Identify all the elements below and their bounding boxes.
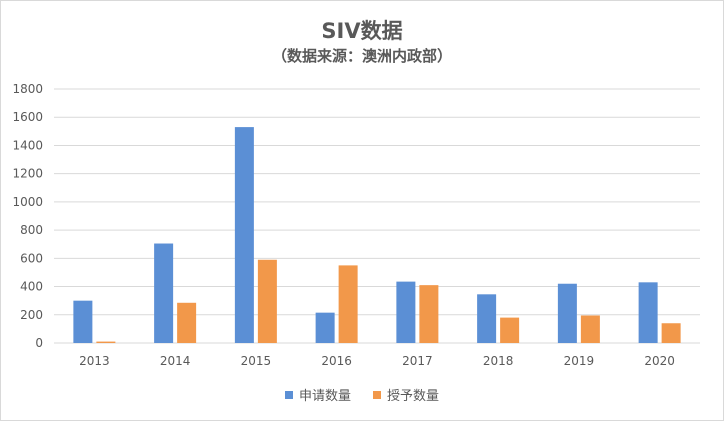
bar-series-2-2013: [96, 341, 116, 343]
x-tick-label-2013: 2013: [79, 354, 110, 368]
bar-series-1-2019: [557, 283, 577, 343]
y-tick-label-600: 600: [20, 251, 43, 265]
legend-item-series-1: 申请数量: [284, 385, 351, 404]
x-tick-label-2015: 2015: [241, 354, 272, 368]
x-tick-label-2014: 2014: [160, 354, 191, 368]
y-tick-label-800: 800: [20, 223, 43, 237]
x-tick-label-2018: 2018: [483, 354, 514, 368]
legend-label-series-2: 授予数量: [387, 389, 440, 404]
x-tick-label-2020: 2020: [644, 354, 675, 368]
chart-legend: 申请数量 授予数量: [1, 385, 723, 404]
bar-series-1-2018: [477, 294, 497, 343]
bar-series-1-2013: [73, 300, 93, 343]
bar-series-2-2015: [257, 259, 277, 343]
bar-series-1-2016: [315, 312, 335, 343]
bar-series-2-2020: [661, 323, 681, 343]
y-tick-label-1400: 1400: [12, 138, 43, 152]
bar-series-1-2020: [638, 282, 658, 343]
legend-label-series-1: 申请数量: [298, 389, 351, 404]
bar-series-2-2017: [419, 285, 439, 343]
bar-series-2-2018: [500, 317, 520, 343]
bar-series-2-2016: [338, 265, 358, 343]
y-tick-label-1800: 1800: [12, 82, 43, 96]
legend-swatch-series-1: [284, 390, 293, 399]
legend-item-series-2: 授予数量: [373, 385, 439, 404]
x-tick-label-2017: 2017: [402, 354, 433, 368]
y-tick-label-1000: 1000: [12, 195, 43, 209]
bar-series-1-2017: [396, 281, 416, 343]
bar-series-2-2014: [177, 302, 197, 343]
chart-title: SIV数据: [321, 19, 403, 43]
y-tick-label-1200: 1200: [12, 167, 43, 181]
bar-series-1-2014: [154, 243, 174, 343]
chart-subtitle: （数据来源：澳洲内政部）: [271, 47, 452, 65]
y-tick-label-200: 200: [20, 308, 43, 322]
legend-swatch-series-2: [373, 390, 381, 399]
bar-series-2-2019: [580, 315, 600, 343]
x-tick-label-2016: 2016: [321, 354, 352, 368]
y-tick-label-0: 0: [35, 336, 43, 350]
bar-series-1-2015: [234, 127, 254, 343]
x-tick-label-2019: 2019: [564, 354, 595, 368]
y-tick-label-1600: 1600: [12, 110, 43, 124]
y-tick-label-400: 400: [20, 280, 43, 294]
